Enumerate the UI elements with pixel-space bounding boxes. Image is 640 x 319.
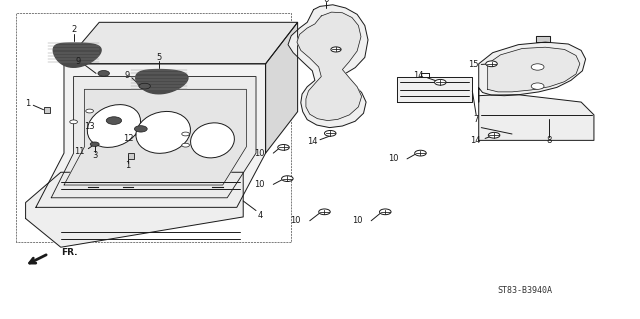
Text: 8: 8 bbox=[547, 137, 552, 145]
Circle shape bbox=[134, 126, 147, 132]
Text: 11: 11 bbox=[74, 147, 84, 156]
Polygon shape bbox=[266, 22, 298, 153]
Circle shape bbox=[106, 117, 122, 124]
Text: 14: 14 bbox=[413, 71, 424, 80]
Circle shape bbox=[488, 132, 500, 138]
Circle shape bbox=[86, 109, 93, 113]
Bar bbox=[128, 153, 134, 159]
Ellipse shape bbox=[136, 111, 191, 153]
Polygon shape bbox=[51, 77, 256, 198]
Circle shape bbox=[70, 120, 77, 124]
Circle shape bbox=[182, 143, 189, 147]
Bar bbox=[44, 107, 50, 113]
Polygon shape bbox=[479, 95, 594, 140]
Circle shape bbox=[435, 79, 446, 85]
Text: 10: 10 bbox=[254, 149, 264, 158]
Polygon shape bbox=[64, 22, 298, 64]
Circle shape bbox=[415, 150, 426, 156]
Text: 14: 14 bbox=[470, 137, 480, 145]
Circle shape bbox=[182, 132, 189, 136]
Text: 4: 4 bbox=[257, 211, 262, 219]
Circle shape bbox=[139, 83, 150, 89]
Circle shape bbox=[98, 70, 109, 76]
Circle shape bbox=[90, 142, 99, 146]
Text: ST83-B3940A: ST83-B3940A bbox=[497, 286, 552, 295]
Text: 2: 2 bbox=[71, 26, 76, 34]
Text: 6: 6 bbox=[324, 0, 329, 4]
Polygon shape bbox=[26, 172, 243, 247]
Text: 10: 10 bbox=[254, 180, 264, 189]
Text: FR.: FR. bbox=[61, 249, 77, 257]
Circle shape bbox=[324, 130, 336, 136]
Circle shape bbox=[282, 176, 293, 182]
Text: 5: 5 bbox=[156, 53, 161, 62]
Text: 10: 10 bbox=[291, 216, 301, 225]
Polygon shape bbox=[136, 70, 188, 94]
Polygon shape bbox=[64, 89, 246, 185]
Circle shape bbox=[319, 209, 330, 215]
Circle shape bbox=[531, 83, 544, 89]
Polygon shape bbox=[53, 43, 101, 67]
Text: 14: 14 bbox=[307, 137, 317, 146]
Text: 1: 1 bbox=[26, 100, 31, 108]
Text: 7: 7 bbox=[474, 115, 479, 124]
Text: 15: 15 bbox=[468, 60, 479, 69]
Polygon shape bbox=[36, 64, 266, 207]
Ellipse shape bbox=[87, 105, 141, 147]
Circle shape bbox=[380, 209, 391, 215]
Text: 1: 1 bbox=[125, 161, 131, 170]
Ellipse shape bbox=[191, 123, 234, 158]
Text: 13: 13 bbox=[84, 122, 95, 131]
Text: 9: 9 bbox=[76, 57, 81, 66]
Text: 9: 9 bbox=[124, 71, 129, 80]
Text: 10: 10 bbox=[388, 154, 398, 163]
Polygon shape bbox=[479, 42, 586, 102]
Circle shape bbox=[486, 61, 497, 67]
Text: 12: 12 bbox=[123, 134, 133, 143]
Polygon shape bbox=[297, 12, 362, 121]
Circle shape bbox=[331, 47, 341, 52]
Circle shape bbox=[278, 145, 289, 150]
Text: 10: 10 bbox=[352, 216, 362, 225]
Circle shape bbox=[531, 64, 544, 70]
Polygon shape bbox=[488, 47, 580, 92]
Polygon shape bbox=[288, 5, 368, 128]
Text: 3: 3 bbox=[92, 151, 97, 160]
Polygon shape bbox=[536, 36, 550, 42]
Polygon shape bbox=[397, 77, 472, 102]
